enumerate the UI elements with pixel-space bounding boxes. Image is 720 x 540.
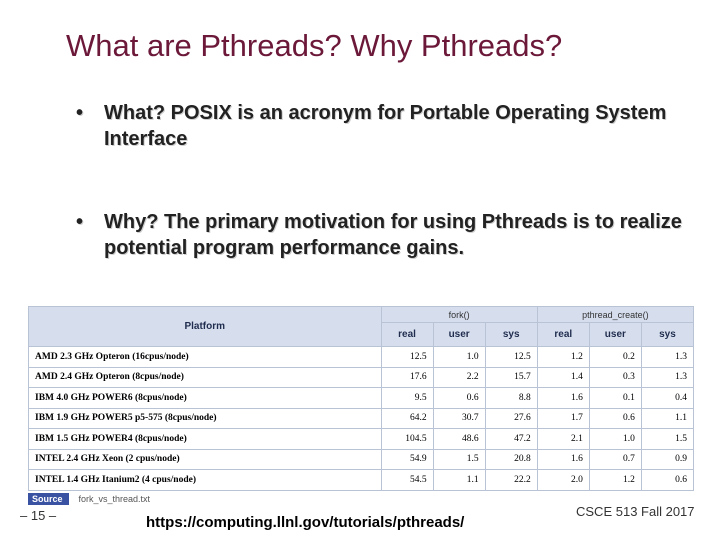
platform-cell: AMD 2.4 GHz Opteron (8cpus/node) [28,366,382,388]
value-cell: 22.2 [484,469,538,491]
bullet-item: • Why? The primary motivation for using … [76,209,696,261]
value-cell: 12.5 [484,346,538,368]
performance-table-image: Platform fork() pthread_create() real us… [28,306,694,492]
source-strip: Source fork_vs_thread.txt [28,492,150,506]
value-cell: 1.5 [640,428,694,450]
performance-table: Platform fork() pthread_create() real us… [28,306,694,491]
value-cell: 54.5 [380,469,434,491]
subheader: real [380,322,434,347]
value-cell: 0.3 [588,366,642,388]
group-header-fork: fork() [380,306,538,323]
page-number: – 15 – [20,508,57,523]
platform-cell: AMD 2.3 GHz Opteron (16cpus/node) [28,346,382,368]
value-cell: 0.6 [432,387,486,409]
value-cell: 17.6 [380,366,434,388]
value-cell: 1.2 [536,346,590,368]
table-row: AMD 2.3 GHz Opteron (16cpus/node) 12.5 1.0… [28,346,694,368]
group-header-pthread-create: pthread_create() [536,306,694,323]
subheader: user [432,322,486,347]
bullet-marker: • [76,102,84,124]
value-cell: 8.8 [484,387,538,409]
platform-cell: IBM 4.0 GHz POWER6 (8cpus/node) [28,387,382,409]
value-cell: 27.6 [484,407,538,429]
subheader: real [536,322,590,347]
table-body: AMD 2.3 GHz Opteron (16cpus/node) 12.5 1.0… [28,346,694,491]
table-row: AMD 2.4 GHz Opteron (8cpus/node) 17.6 2.2 1… [28,366,694,388]
value-cell: 1.4 [536,366,590,388]
table-row: INTEL 1.4 GHz Itanium2 (4 cpus/node) 54.5… [28,469,694,491]
bullet-text: What? POSIX is an acronym for Portable O… [104,102,667,150]
value-cell: 0.7 [588,448,642,470]
subheader: user [588,322,642,347]
value-cell: 1.3 [640,346,694,368]
value-cell: 0.6 [588,407,642,429]
platform-cell: INTEL 2.4 GHz Xeon (2 cpus/node) [28,448,382,470]
platform-cell: INTEL 1.4 GHz Itanium2 (4 cpus/node) [28,469,382,491]
value-cell: 0.2 [588,346,642,368]
value-cell: 54.9 [380,448,434,470]
value-cell: 0.6 [640,469,694,491]
value-cell: 1.0 [588,428,642,450]
table-row: INTEL 2.4 GHz Xeon (2 cpus/node) 54.9 1.5 2… [28,448,694,470]
value-cell: 30.7 [432,407,486,429]
value-cell: 0.9 [640,448,694,470]
value-cell: 48.6 [432,428,486,450]
value-cell: 12.5 [380,346,434,368]
source-badge[interactable]: Source [28,493,69,505]
value-cell: 104.5 [380,428,434,450]
platform-cell: IBM 1.9 GHz POWER5 p5-575 (8cpus/node) [28,407,382,429]
bullet-marker: • [76,211,84,233]
value-cell: 1.6 [536,448,590,470]
value-cell: 15.7 [484,366,538,388]
value-cell: 0.4 [640,387,694,409]
value-cell: 1.2 [588,469,642,491]
source-file-link[interactable]: fork_vs_thread.txt [78,494,151,504]
value-cell: 2.0 [536,469,590,491]
subheader: sys [640,322,694,347]
platform-header: Platform [28,306,382,347]
slide-title: What are Pthreads? Why Pthreads? [66,28,563,63]
bullet-text: Why? The primary motivation for using Pt… [104,211,682,259]
value-cell: 1.7 [536,407,590,429]
value-cell: 1.1 [432,469,486,491]
table-row: IBM 4.0 GHz POWER6 (8cpus/node) 9.5 0.6 8.8… [28,387,694,409]
subheader: sys [484,322,538,347]
value-cell: 9.5 [380,387,434,409]
value-cell: 0.1 [588,387,642,409]
course-label: CSCE 513 Fall 2017 [576,504,695,519]
table-row: IBM 1.9 GHz POWER5 p5-575 (8cpus/node) 64… [28,407,694,429]
value-cell: 2.1 [536,428,590,450]
value-cell: 2.2 [432,366,486,388]
reference-url: https://computing.llnl.gov/tutorials/pth… [146,514,465,531]
value-cell: 1.0 [432,346,486,368]
bullet-item: • What? POSIX is an acronym for Portable… [76,100,696,152]
table-row: IBM 1.5 GHz POWER4 (8cpus/node) 104.5 48.6… [28,428,694,450]
value-cell: 1.6 [536,387,590,409]
value-cell: 1.1 [640,407,694,429]
platform-cell: IBM 1.5 GHz POWER4 (8cpus/node) [28,428,382,450]
value-cell: 1.3 [640,366,694,388]
value-cell: 20.8 [484,448,538,470]
bullet-list: • What? POSIX is an acronym for Portable… [76,100,696,261]
value-cell: 1.5 [432,448,486,470]
value-cell: 47.2 [484,428,538,450]
value-cell: 64.2 [380,407,434,429]
